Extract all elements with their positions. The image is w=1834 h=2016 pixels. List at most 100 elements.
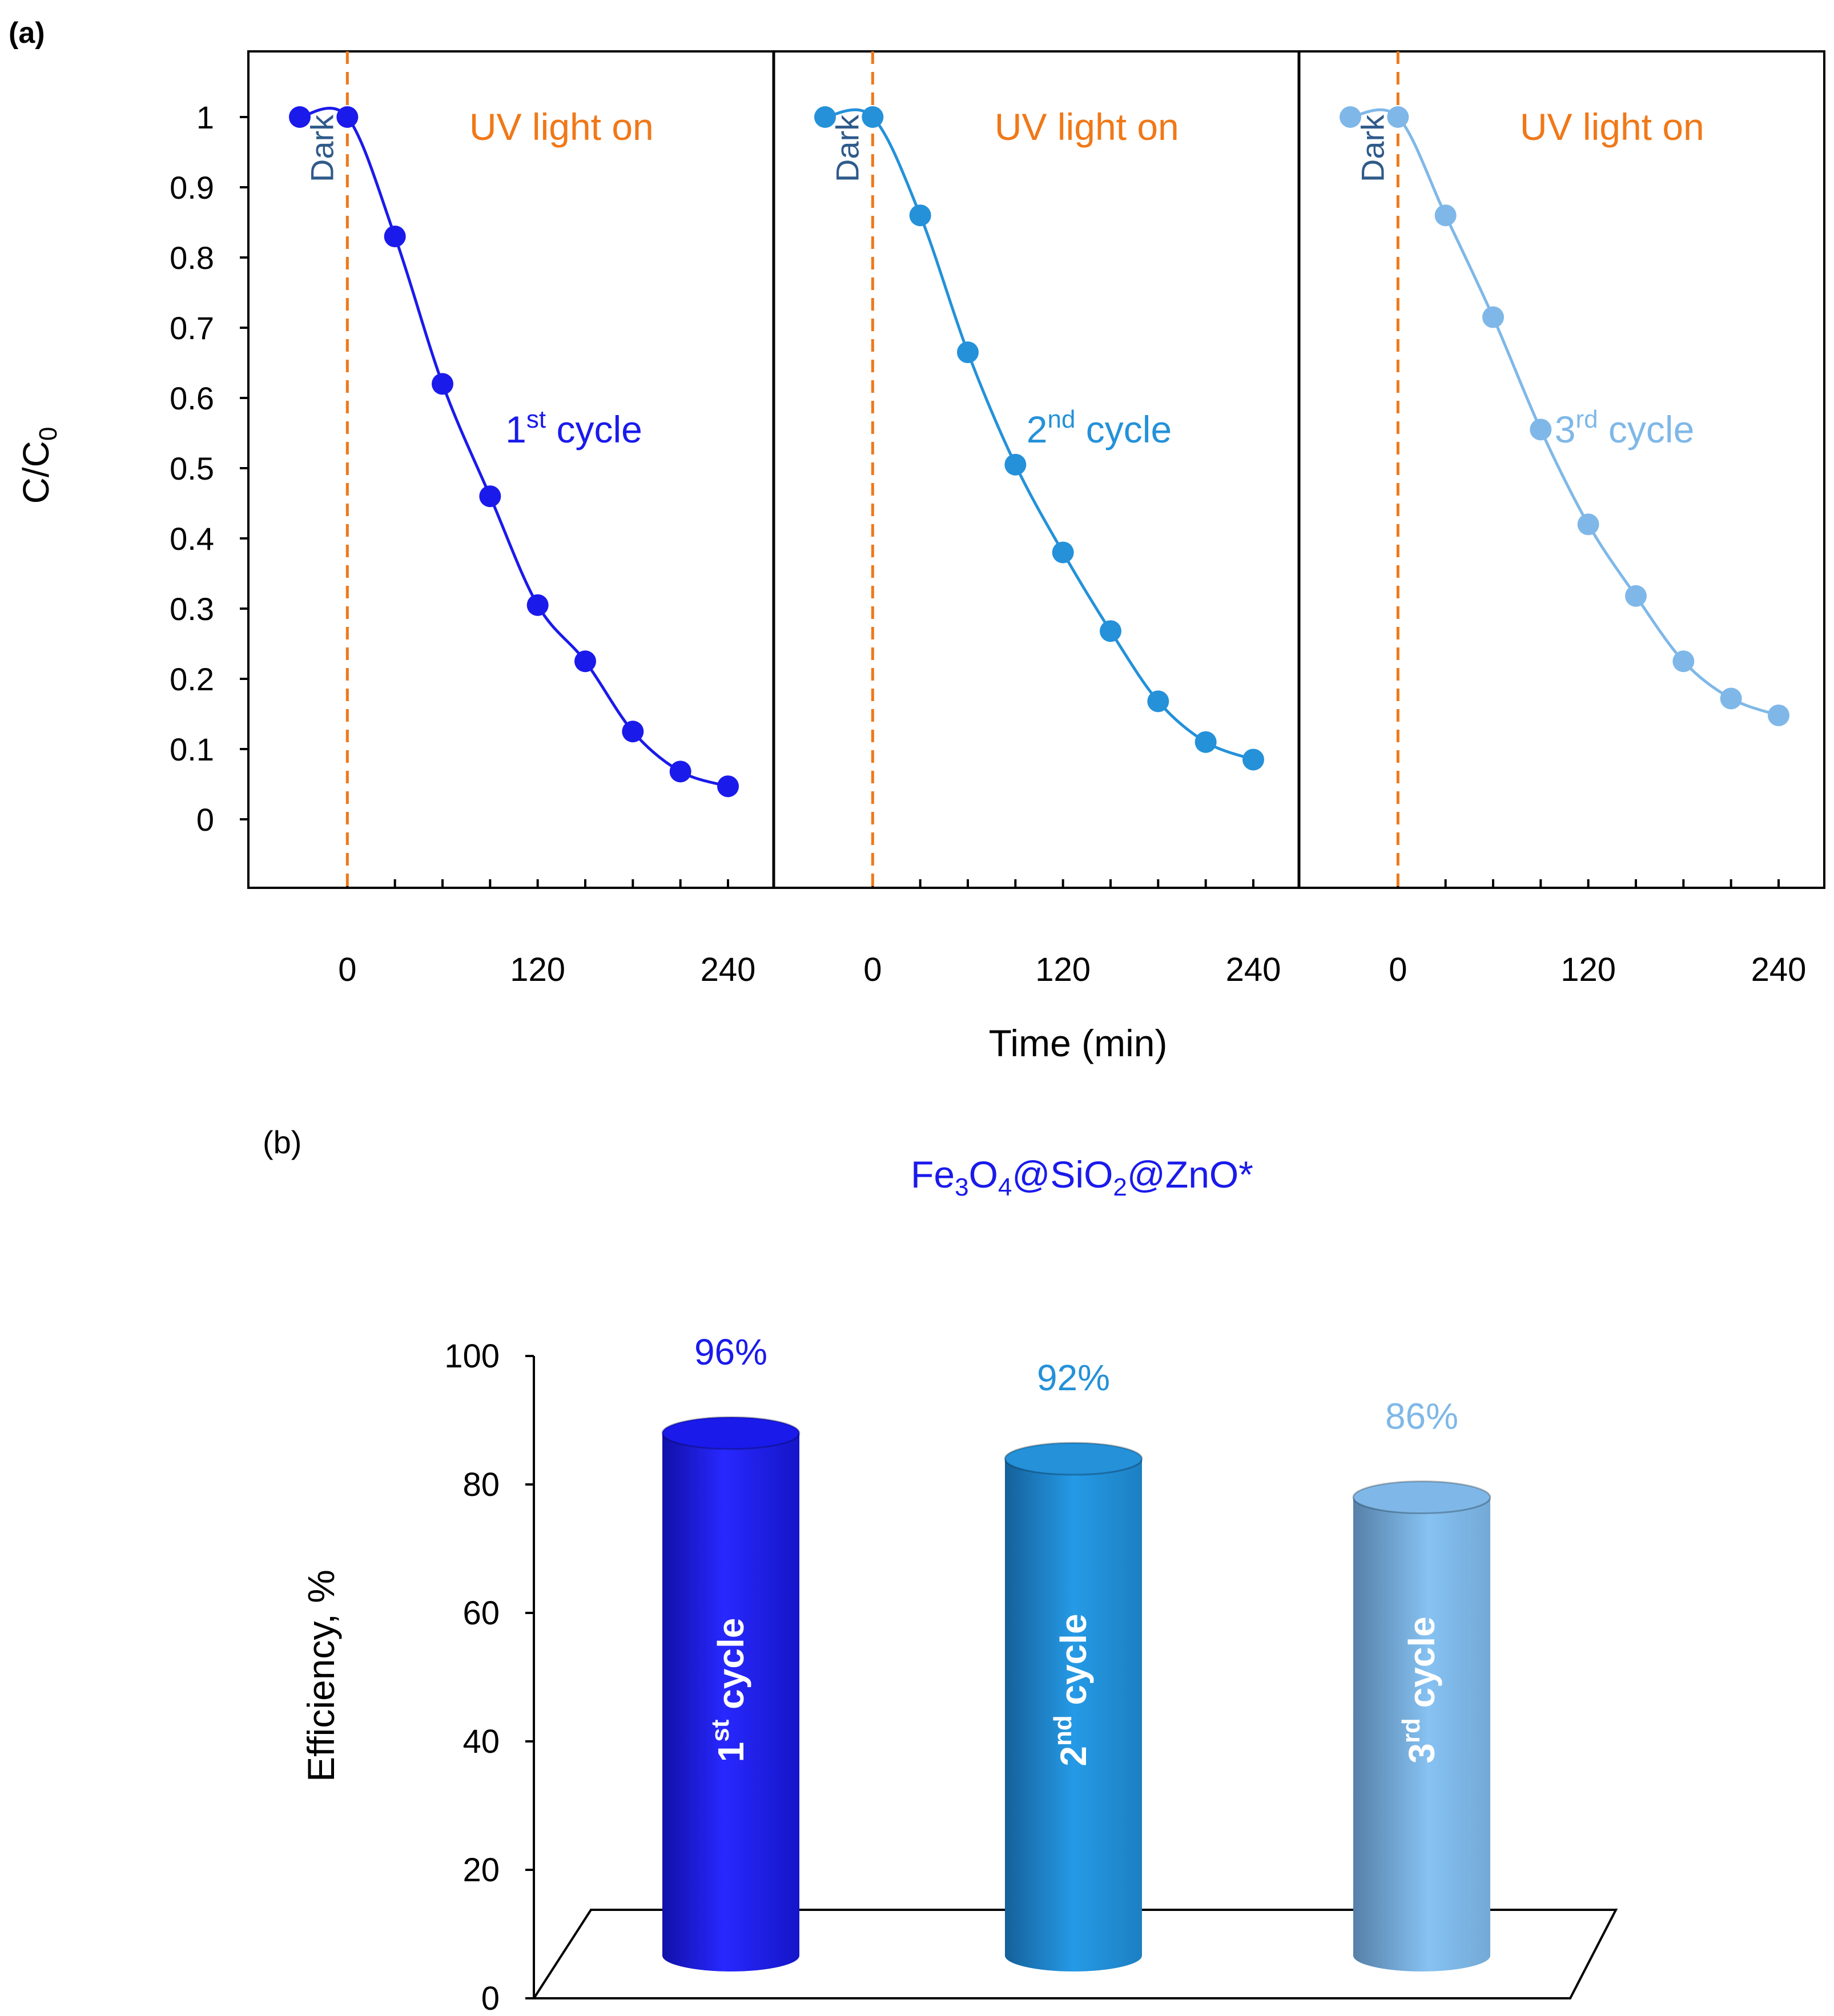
dark-label: Dark	[304, 114, 340, 182]
bar-body	[1353, 1497, 1490, 1971]
data-point	[1530, 419, 1552, 441]
y-tick-label: 1	[196, 99, 214, 135]
data-point	[669, 760, 691, 783]
series-cycle-1: 1st cycle	[289, 106, 739, 798]
series-label: 3rd cycle	[1555, 405, 1695, 450]
x-tick-label: 120	[1035, 951, 1091, 988]
category-number: 1	[710, 1742, 751, 1763]
data-point	[289, 106, 311, 128]
y-label-subscript: 0	[34, 427, 62, 441]
x-tick-label: 120	[1560, 951, 1616, 988]
data-point	[1482, 306, 1504, 328]
data-point	[1720, 687, 1742, 710]
data-point	[574, 650, 596, 673]
title-part-3: 4	[998, 1173, 1012, 1201]
y-tick-label: 100	[444, 1338, 500, 1375]
panel-a-frame	[247, 50, 1825, 889]
series-label: 2nd cycle	[1027, 405, 1172, 450]
title-part-1: 3	[955, 1173, 968, 1201]
series-label: 1st cycle	[505, 405, 642, 450]
bar-top	[661, 1416, 801, 1450]
uv-light-label: UV light on	[995, 106, 1179, 148]
data-point	[526, 594, 549, 616]
title-part-5: 2	[1113, 1173, 1127, 1201]
data-point	[384, 226, 406, 248]
category-suffix: st	[706, 1719, 734, 1741]
data-point	[957, 341, 979, 364]
data-point	[909, 204, 931, 227]
panel-a-label: (a)	[9, 17, 45, 50]
bar-cycle-3: 86% 3rd cycle	[1352, 1396, 1491, 1971]
data-point	[1147, 690, 1169, 713]
y-tick-label: 0.7	[170, 310, 214, 346]
category-number: 3	[1401, 1743, 1442, 1764]
category-suffix: nd	[1049, 1715, 1077, 1746]
bar-category-label: 1st cycle	[706, 1618, 751, 1763]
x-tick-label: 0	[338, 951, 356, 988]
x-tick-label: 240	[1751, 951, 1807, 988]
panel-a-series: 1st cycle 2nd cycle 3rd cycle	[289, 106, 1789, 798]
title-part-4: @SiO	[1012, 1153, 1113, 1196]
y-tick-label: 0.2	[170, 661, 214, 697]
series-label-tail: cycle	[1598, 408, 1695, 450]
y-tick-label: 0	[481, 1980, 500, 2016]
y-tick-label: 0.9	[170, 170, 214, 206]
data-point	[1672, 650, 1695, 673]
data-point	[1387, 106, 1409, 128]
category-tail: cycle	[1053, 1613, 1094, 1715]
category-suffix: rd	[1397, 1718, 1425, 1743]
data-point	[1340, 106, 1361, 128]
data-point	[432, 373, 453, 395]
data-point	[1577, 513, 1599, 536]
series-cycle-2: 2nd cycle	[814, 106, 1264, 771]
panel-a-x-axis: 0 120 240 0 120 240 0 120 240	[338, 879, 1806, 988]
data-point	[336, 106, 359, 128]
uv-light-label: UV light on	[1520, 106, 1704, 148]
y-tick-label: 0.1	[170, 731, 214, 767]
series-label-tail: cycle	[1075, 408, 1172, 450]
x-tick-label: 120	[510, 951, 565, 988]
data-point	[1004, 453, 1027, 476]
y-tick-label: 80	[462, 1466, 500, 1503]
category-tail: cycle	[1401, 1616, 1442, 1718]
panel-b-label: (b)	[263, 1124, 301, 1160]
y-tick-label: 40	[462, 1723, 500, 1760]
data-point	[717, 775, 739, 798]
bar-value-label: 96%	[694, 1331, 767, 1373]
data-point	[1100, 620, 1121, 642]
y-tick-label: 0.4	[170, 521, 214, 557]
data-point	[814, 106, 836, 128]
bar-top	[1004, 1442, 1143, 1476]
series-label-number: 2	[1027, 408, 1048, 450]
category-tail: cycle	[710, 1618, 751, 1720]
data-point	[1768, 704, 1789, 726]
series-label-number: 1	[505, 408, 526, 450]
title-part-0: Fe	[911, 1153, 955, 1196]
bar-body	[662, 1433, 799, 1971]
series-label-suffix: nd	[1048, 405, 1076, 433]
panel-b-y-axis: 100 80 60 40 20 0	[444, 1338, 534, 2016]
y-tick-label: 0.8	[170, 240, 214, 276]
data-point	[1052, 541, 1074, 564]
x-tick-label: 0	[863, 951, 882, 988]
panel-b-y-label: Efficiency, %	[300, 1570, 342, 1782]
panel-a-y-label: C/C0	[15, 427, 62, 504]
panel-b-floor	[532, 1909, 1618, 1999]
bar-category-label: 3rd cycle	[1397, 1616, 1442, 1764]
series-label-suffix: st	[526, 405, 546, 433]
data-point	[1194, 731, 1217, 753]
data-point	[1434, 204, 1457, 227]
y-tick-label: 0.3	[170, 591, 214, 627]
dark-label: Dark	[829, 114, 865, 182]
y-tick-label: 0.5	[170, 450, 214, 486]
panel-a-x-label: Time (min)	[989, 1022, 1168, 1064]
bar-value-label: 92%	[1037, 1357, 1110, 1398]
bar-cycle-2: 92% 2nd cycle	[1004, 1357, 1143, 1971]
x-tick-label: 240	[1226, 951, 1281, 988]
category-number: 2	[1053, 1746, 1094, 1766]
y-tick-label: 60	[462, 1595, 500, 1632]
y-tick-label: 20	[462, 1852, 500, 1889]
series-cycle-3: 3rd cycle	[1340, 106, 1789, 726]
